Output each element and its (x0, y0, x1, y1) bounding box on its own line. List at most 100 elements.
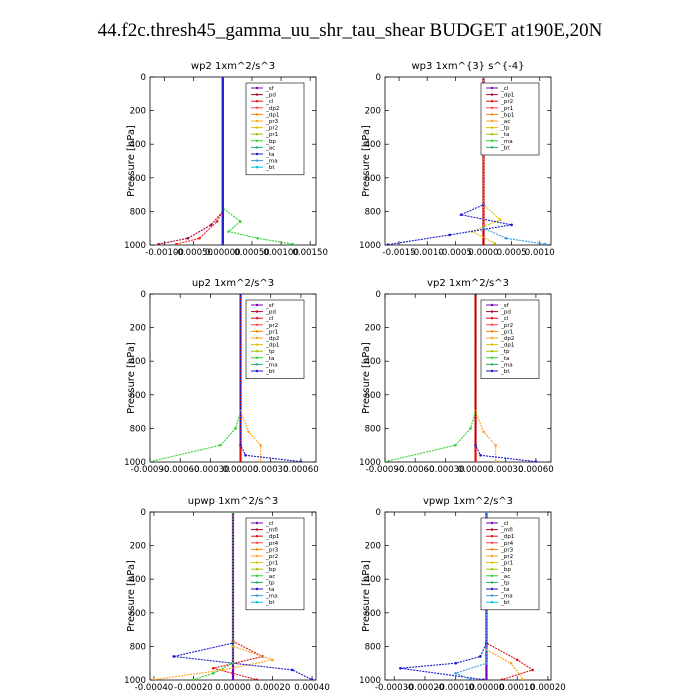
legend-marker (255, 330, 259, 333)
x-tick-label: -0.00030 (426, 465, 465, 475)
series-point (221, 77, 225, 79)
series-point (454, 661, 458, 665)
legend-entry: _cl (265, 316, 274, 322)
legend-entry: _ta (500, 132, 509, 138)
series-point (459, 213, 463, 217)
legend-marker (255, 350, 259, 353)
legend-marker (490, 601, 494, 604)
legend-entry: _tp (500, 349, 510, 355)
legend-entry: _ma (265, 362, 278, 368)
y-tick-label: 1000 (359, 241, 381, 251)
legend-marker (490, 356, 494, 359)
plot-frame (384, 293, 552, 463)
legend-entry: _pr2 (500, 554, 513, 560)
legend-entry: _bt (500, 145, 510, 151)
chart-panel-vp2: vp2 1xm^2/s^3 Pressure [hPa] 0 200 400 600 800… (359, 278, 554, 475)
x-tick-label: 0.00000 (223, 465, 259, 475)
x-tick-label: -0.00030 (375, 683, 414, 693)
legend-marker (255, 86, 259, 90)
y-tick-label: 200 (130, 542, 146, 552)
legend-marker (490, 363, 494, 366)
x-tick-label: 0.00100 (263, 248, 299, 258)
legend-marker (490, 594, 494, 597)
legend-marker (255, 521, 259, 525)
series-group (152, 512, 314, 680)
y-tick-label: 800 (365, 207, 381, 217)
x-tick-label: 0.00040 (294, 683, 330, 693)
x-tick-label: -0.00050 (174, 248, 213, 258)
series-point (239, 294, 242, 296)
legend-marker (490, 100, 494, 103)
legend-entry: _bt (265, 369, 275, 375)
series-point (231, 678, 235, 680)
legend-entry: _ac (500, 119, 510, 125)
series-point (221, 243, 225, 245)
legend-marker (255, 146, 259, 149)
legend-entry: _sf (265, 303, 275, 309)
series-point (448, 233, 452, 237)
x-tick-label: 0.00060 (283, 465, 319, 475)
x-tick-label: 0.00000 (215, 683, 251, 693)
x-tick-label: 0.00060 (518, 465, 554, 475)
series-point (259, 460, 262, 462)
series-point (485, 641, 488, 645)
series-point (454, 671, 458, 675)
legend-entry: _cl (500, 86, 509, 92)
legend-marker (255, 554, 259, 558)
legend-marker (490, 343, 494, 346)
series-point (479, 453, 482, 457)
series-point (385, 460, 387, 462)
panel-title: up2 1xm^2/s^3 (192, 278, 274, 289)
legend-entry: _bt (265, 600, 275, 606)
plot-frame (384, 511, 552, 681)
legend-entry: _cl (265, 99, 274, 105)
x-tick-label: 0.0010 (525, 248, 555, 258)
y-tick-label: 600 (365, 609, 381, 619)
legend-entry: _pr1 (500, 561, 514, 567)
series-point (482, 77, 485, 79)
legend-marker (490, 587, 494, 591)
series-point (247, 430, 250, 434)
x-tick-label: 0.00020 (255, 683, 291, 693)
series-point (271, 658, 274, 662)
plot-frame (149, 76, 317, 246)
series-point (509, 661, 513, 665)
legend-marker (255, 587, 259, 591)
legend-entry: _pr2 (500, 99, 513, 105)
plot-frame (384, 76, 552, 246)
legend-entry: _dp2 (500, 336, 514, 342)
series-line-tp (400, 512, 487, 680)
legend-marker (255, 93, 259, 96)
legend-entry: _tp (265, 349, 275, 355)
legend-entry: _pr4 (265, 541, 279, 547)
series-point (534, 460, 538, 462)
legend-marker (490, 146, 494, 149)
legend-entry: _dp1 (265, 343, 280, 349)
legend-marker (490, 330, 494, 333)
legend-marker (490, 581, 494, 584)
legend-entry: _mfl (265, 528, 278, 534)
chart-panel-vpwp: vpwp 1xm^2/s^3 Pressure [hPa] 0 200 400 600 80… (359, 496, 566, 693)
legend-marker (490, 350, 494, 353)
x-tick-label: 0.00000 (469, 683, 505, 693)
x-tick-label: 0.00000 (458, 465, 494, 475)
legend-marker (255, 574, 259, 577)
y-tick-label: 200 (130, 324, 146, 334)
legend-marker (490, 93, 494, 96)
legend-marker (490, 561, 494, 564)
legend-marker (255, 159, 259, 162)
legend-marker (490, 568, 494, 571)
legend-entry: _bt (500, 600, 510, 606)
series-point (234, 427, 237, 430)
plot-frame (149, 293, 317, 463)
y-axis-label: Pressure [hPa] (126, 125, 137, 197)
legend-entry: _ma (265, 159, 278, 165)
legend-marker (255, 152, 259, 156)
legend-entry: _bt (500, 369, 510, 375)
legend-marker (255, 126, 259, 129)
y-tick-label: 800 (130, 642, 146, 652)
y-axis-label: Pressure [hPa] (361, 125, 372, 197)
series-point (192, 678, 195, 680)
legend-marker (490, 336, 494, 340)
legend-marker (255, 310, 259, 313)
